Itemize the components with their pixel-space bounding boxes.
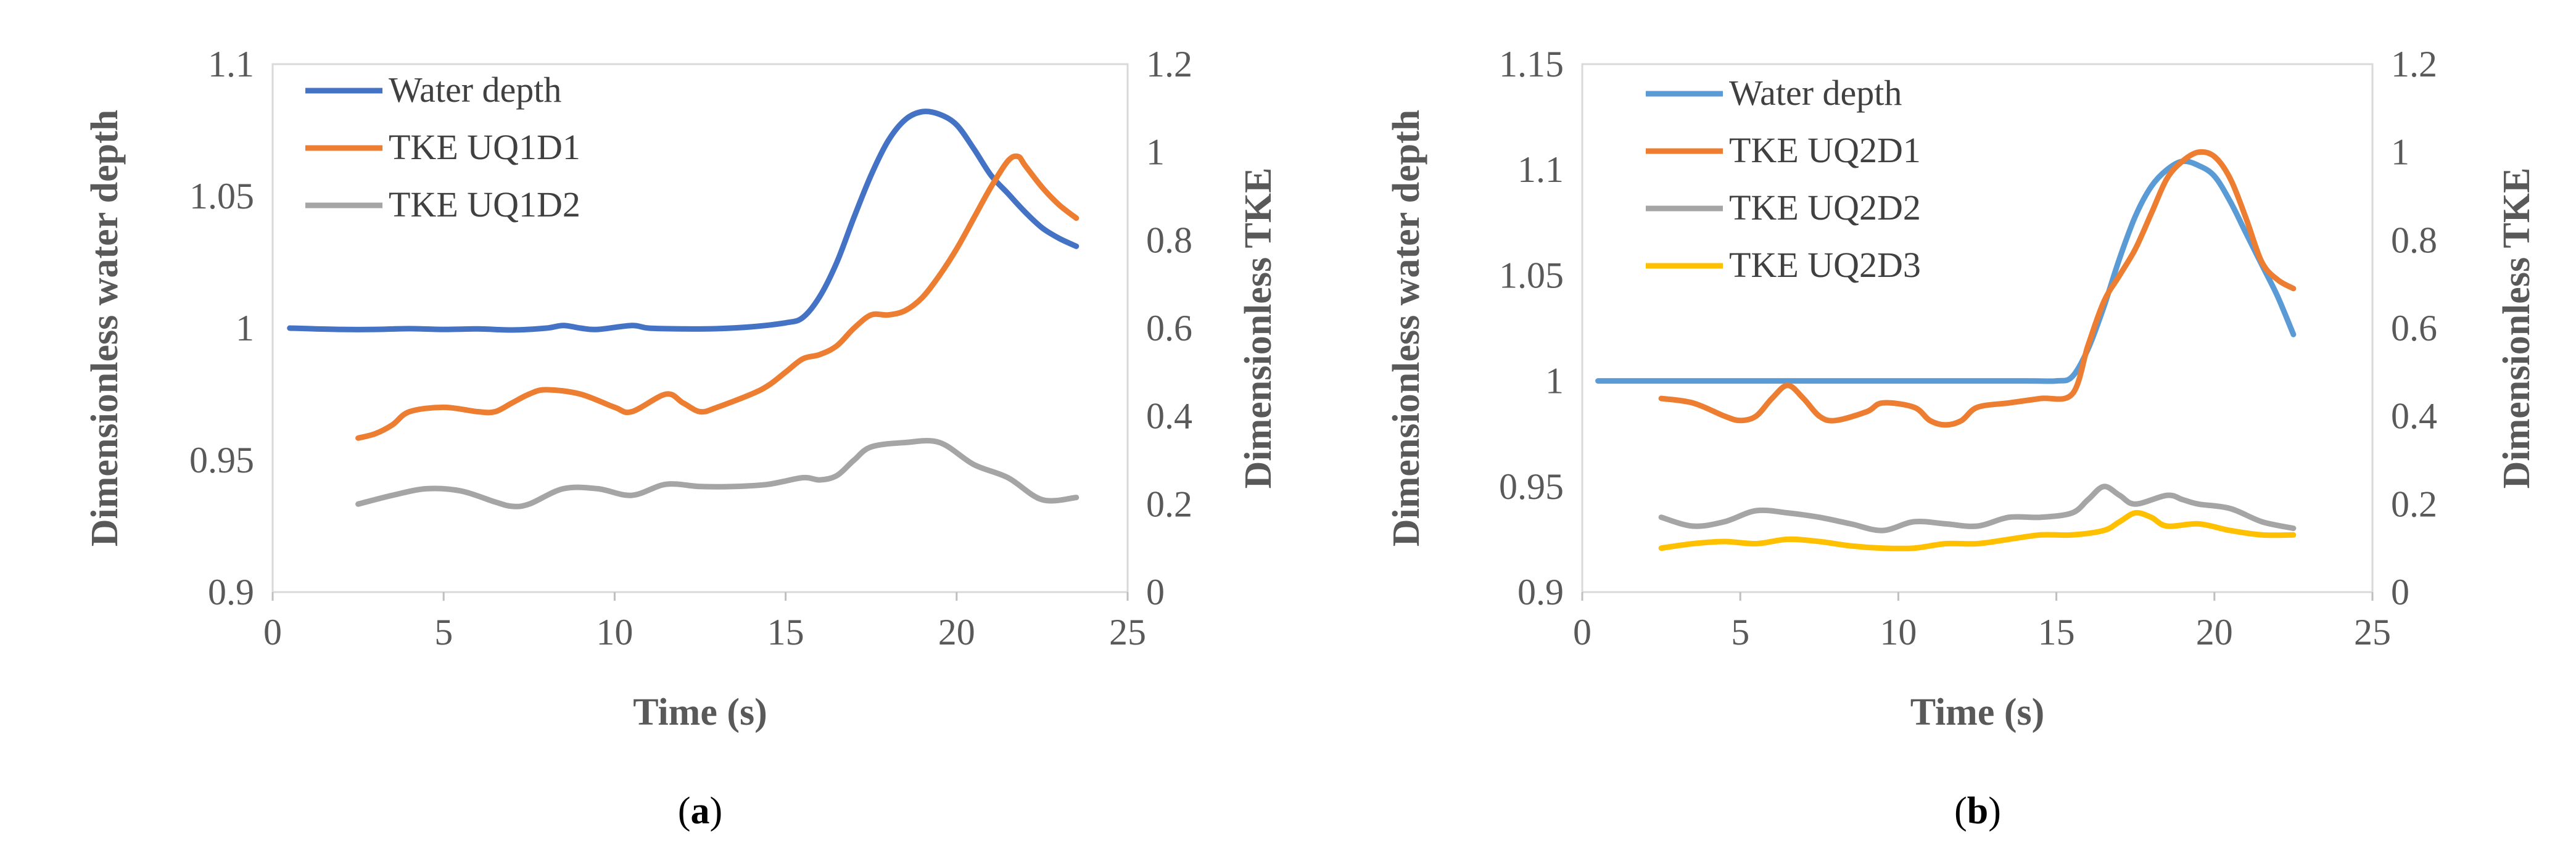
legend-label: Water depth bbox=[389, 70, 561, 110]
x-tick-label: 10 bbox=[1880, 612, 1917, 653]
y-right-tick-label: 0.2 bbox=[1146, 484, 1192, 524]
series-line-tke-uq2d3 bbox=[1658, 509, 2297, 551]
y-right-tick-label: 0.8 bbox=[2391, 220, 2437, 260]
y-right-tick-label: 0.8 bbox=[1146, 220, 1192, 260]
y-left-tick-label: 1.15 bbox=[1499, 44, 1564, 84]
x-tick-label: 15 bbox=[2038, 612, 2075, 653]
legend-label: TKE UQ2D2 bbox=[1729, 187, 1921, 228]
y-left-tick-label: 0.9 bbox=[208, 572, 254, 612]
legend-label: TKE UQ2D1 bbox=[1729, 130, 1921, 170]
y-left-tick-label: 0.95 bbox=[189, 440, 254, 480]
series-line-tke-uq1d2 bbox=[355, 438, 1080, 509]
series-line-water-depth bbox=[1595, 158, 2297, 384]
panel-label: (b) bbox=[1954, 790, 2001, 832]
chart-panel-b: 0 5 10 15 20 25 0.9 0.95 1 1.05 1.1 1.15 0 0.2 0.4 0.6 0… bbox=[1385, 44, 2538, 832]
y-right-tick-label: 0.4 bbox=[1146, 396, 1192, 437]
y-left-axis-title: Dimensionless water depth bbox=[84, 110, 126, 546]
legend-label: Water depth bbox=[1729, 73, 1902, 113]
x-tick-label: 10 bbox=[596, 612, 633, 653]
x-tick-label: 20 bbox=[938, 612, 975, 653]
y-left-tick-label: 1 bbox=[1545, 361, 1564, 402]
x-tick-label: 20 bbox=[2196, 612, 2233, 653]
y-right-tick-label: 1.2 bbox=[2391, 44, 2437, 84]
y-right-tick-label: 1 bbox=[1146, 132, 1165, 173]
plot-area-border bbox=[1581, 63, 2374, 593]
y-left-tick-label: 0.95 bbox=[1499, 466, 1564, 507]
x-tick-label: 25 bbox=[1109, 612, 1146, 653]
y-left-tick-label: 1.05 bbox=[189, 176, 254, 216]
y-right-tick-label: 0.2 bbox=[2391, 484, 2437, 524]
legend-label: TKE UQ1D1 bbox=[389, 127, 580, 167]
y-left-tick-label: 1 bbox=[236, 308, 254, 348]
y-right-tick-label: 0 bbox=[2391, 572, 2409, 612]
panel-letter: b bbox=[1967, 790, 1988, 832]
y-right-tick-label: 0 bbox=[1146, 572, 1165, 612]
chart-panel-a: 0 5 10 15 20 25 0.9 0.95 1 1.05 1.1 0 0.2 0.4 0.6 0.8 1 1… bbox=[84, 44, 1279, 832]
legend-label: TKE UQ1D2 bbox=[389, 184, 580, 225]
x-tick-label: 0 bbox=[1573, 612, 1591, 653]
y-right-tick-label: 0.6 bbox=[1146, 308, 1192, 348]
y-right-tick-label: 1 bbox=[2391, 132, 2409, 173]
y-left-tick-label: 1.05 bbox=[1499, 255, 1564, 295]
y-left-tick-label: 1.1 bbox=[208, 44, 254, 84]
y-right-tick-label: 1.2 bbox=[1146, 44, 1192, 84]
series-line-tke-uq2d2 bbox=[1658, 484, 2297, 533]
panel-label: (a) bbox=[678, 790, 722, 832]
series-line-tke-uq2d1 bbox=[1658, 149, 2297, 428]
y-left-tick-label: 0.9 bbox=[1517, 572, 1564, 612]
y-right-axis-title: Dimensionless TKE bbox=[1237, 168, 1279, 489]
series-line-tke-uq1d1 bbox=[355, 153, 1080, 441]
x-tick-label: 0 bbox=[263, 612, 282, 653]
y-left-tick-label: 1.1 bbox=[1517, 149, 1564, 190]
y-right-tick-label: 0.6 bbox=[2391, 308, 2437, 348]
x-tick-label: 25 bbox=[2354, 612, 2391, 653]
legend-label: TKE UQ2D3 bbox=[1729, 245, 1921, 285]
y-left-axis-title: Dimensionless water depth bbox=[1385, 110, 1427, 546]
y-right-axis-title: Dimensionless TKE bbox=[2496, 168, 2538, 489]
x-axis-title: Time (s) bbox=[633, 691, 767, 733]
series-line-water-depth bbox=[287, 109, 1080, 333]
panel-letter: a bbox=[691, 790, 710, 832]
x-axis-title: Time (s) bbox=[1910, 691, 2045, 733]
x-tick-label: 5 bbox=[1731, 612, 1749, 653]
y-right-tick-label: 0.4 bbox=[2391, 396, 2437, 437]
x-tick-label: 15 bbox=[767, 612, 804, 653]
x-tick-label: 5 bbox=[434, 612, 453, 653]
plot-area-border bbox=[271, 63, 1129, 593]
